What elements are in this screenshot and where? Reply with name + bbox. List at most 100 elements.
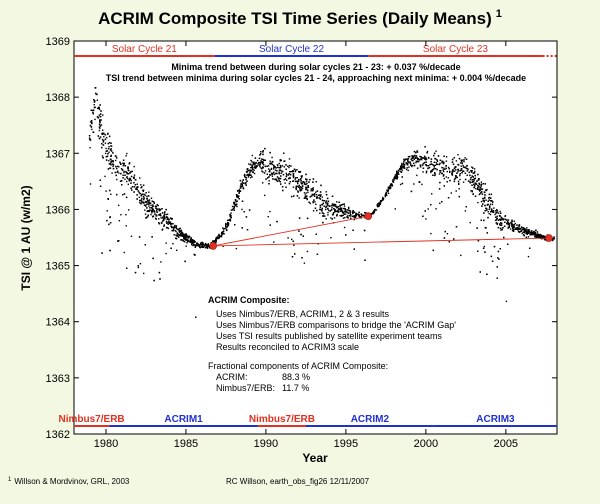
data-point — [276, 220, 278, 223]
data-point — [331, 203, 334, 205]
data-point — [263, 159, 266, 161]
data-point — [496, 209, 498, 211]
data-point — [393, 176, 396, 179]
data-point — [399, 165, 402, 167]
data-point — [287, 237, 289, 239]
data-point — [228, 219, 230, 221]
data-point — [489, 213, 492, 216]
data-point — [316, 190, 319, 192]
data-point — [90, 109, 92, 111]
data-point — [343, 207, 346, 210]
data-point — [342, 217, 345, 219]
data-point — [460, 169, 462, 172]
data-point — [112, 164, 115, 166]
data-point — [497, 250, 500, 253]
data-point — [535, 236, 538, 238]
data-point — [497, 226, 500, 229]
data-point — [107, 142, 109, 145]
data-point — [123, 251, 125, 254]
data-point — [443, 177, 445, 180]
data-point — [472, 172, 474, 174]
data-point — [118, 220, 121, 222]
data-point — [311, 193, 314, 196]
data-point — [297, 191, 299, 193]
data-point — [234, 199, 237, 201]
data-point — [465, 167, 467, 169]
data-point — [488, 199, 490, 201]
data-point — [134, 271, 137, 274]
data-point — [175, 226, 177, 228]
data-point — [106, 210, 108, 212]
data-point — [420, 156, 422, 158]
data-point — [292, 174, 294, 176]
data-point — [353, 218, 355, 221]
data-point — [128, 209, 130, 211]
data-point — [245, 178, 247, 181]
data-point — [98, 137, 101, 140]
data-point — [279, 169, 281, 171]
data-point — [409, 161, 411, 163]
data-point — [387, 192, 390, 194]
data-point — [432, 168, 434, 171]
data-point — [473, 185, 476, 187]
data-point — [306, 188, 308, 190]
data-point — [344, 208, 346, 210]
data-point — [261, 162, 264, 165]
data-point — [233, 209, 235, 211]
data-point — [155, 218, 157, 220]
data-point — [263, 159, 265, 161]
data-point — [434, 164, 437, 166]
data-point — [255, 165, 257, 167]
data-point — [110, 148, 112, 150]
data-point — [316, 209, 318, 212]
data-point — [531, 232, 533, 235]
x-tick-label: 1980 — [94, 438, 118, 450]
data-point — [110, 161, 112, 163]
data-point — [425, 161, 427, 163]
data-point — [178, 230, 180, 233]
composite-item: Uses TSI results published by satellite … — [216, 331, 442, 341]
data-point — [502, 226, 504, 229]
data-point — [467, 168, 469, 170]
data-point — [455, 169, 457, 171]
data-point — [240, 183, 242, 185]
data-point — [345, 209, 347, 211]
data-point — [262, 161, 264, 164]
data-point — [306, 217, 309, 220]
data-point — [292, 170, 294, 172]
data-point — [390, 187, 392, 189]
data-point — [477, 187, 479, 189]
data-point — [506, 223, 508, 225]
data-point — [407, 169, 409, 172]
composite-item: Uses Nimbus7/ERB, ACRIM1, 2 & 3 results — [216, 309, 390, 319]
data-point — [392, 179, 394, 181]
data-point — [142, 189, 145, 191]
data-point — [185, 239, 188, 241]
data-point — [183, 238, 185, 240]
data-point — [274, 166, 276, 168]
data-point — [394, 208, 396, 210]
y-tick-label: 1367 — [46, 148, 70, 160]
data-point — [285, 186, 287, 188]
data-point — [483, 245, 485, 248]
data-point — [466, 170, 469, 172]
data-point — [240, 185, 243, 188]
data-point — [154, 205, 157, 208]
data-point — [214, 239, 217, 242]
data-point — [416, 167, 419, 169]
data-point — [408, 166, 410, 168]
data-point — [108, 135, 111, 138]
data-point — [204, 245, 206, 247]
data-point — [111, 172, 113, 174]
data-point — [358, 216, 361, 218]
data-point — [242, 187, 244, 189]
data-point — [326, 197, 329, 200]
data-point — [411, 157, 413, 159]
data-point — [262, 171, 264, 173]
data-point — [527, 229, 530, 231]
data-point — [129, 178, 131, 181]
data-point — [89, 121, 92, 123]
trend-line — [213, 237, 550, 247]
data-point — [441, 201, 443, 203]
data-point — [523, 231, 525, 233]
